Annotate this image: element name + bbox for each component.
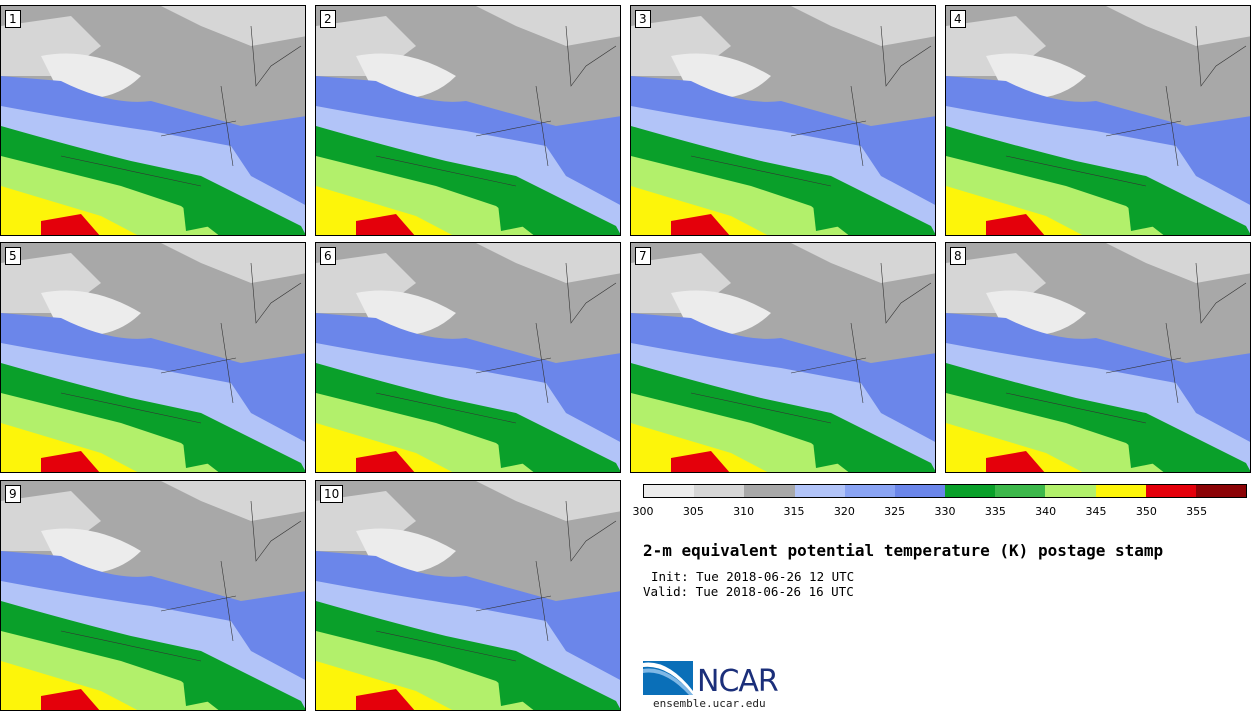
- colorbar-segment: [744, 485, 795, 497]
- colorbar-tick-label: 320: [833, 505, 855, 518]
- colorbar-tick-label: 310: [733, 505, 755, 518]
- panel-number-label: 10: [320, 485, 344, 503]
- colorbar-segment: [1045, 485, 1096, 497]
- colorbar-tick-label: 340: [1035, 505, 1057, 518]
- chart-title: 2-m equivalent potential temperature (K)…: [643, 541, 1164, 560]
- panel-number-label: 8: [950, 247, 966, 265]
- postage-stamp-panel: 9: [0, 480, 306, 711]
- postage-stamp-panel: 8: [945, 242, 1251, 473]
- colorbar: [643, 484, 1247, 498]
- panel-number-label: 9: [5, 485, 21, 503]
- colorbar-segment: [995, 485, 1046, 497]
- colorbar-tick-label: 345: [1085, 505, 1107, 518]
- ncar-logo-text: NCAR: [697, 664, 779, 699]
- colorbar-segment: [1195, 485, 1247, 497]
- postage-stamp-panel: 1: [0, 5, 306, 236]
- colorbar-tick-label: 315: [783, 505, 805, 518]
- colorbar-segment: [894, 485, 946, 497]
- colorbar-tick-label: 300: [632, 505, 654, 518]
- colorbar-segment: [844, 485, 895, 497]
- panel-number-label: 6: [320, 247, 336, 265]
- postage-stamp-panel: 2: [315, 5, 621, 236]
- colorbar-segment: [644, 485, 695, 497]
- colorbar-tick-label: 355: [1186, 505, 1208, 518]
- postage-stamp-panel: 6: [315, 242, 621, 473]
- colorbar-tick-label: 330: [934, 505, 956, 518]
- postage-stamp-panel: 5: [0, 242, 306, 473]
- colorbar-segment: [945, 485, 996, 497]
- postage-stamp-panel: 7: [630, 242, 936, 473]
- panel-number-label: 5: [5, 247, 21, 265]
- ncar-logo: [643, 661, 693, 695]
- panel-number-label: 1: [5, 10, 21, 28]
- postage-stamp-panel: 3: [630, 5, 936, 236]
- postage-stamp-panel: 4: [945, 5, 1251, 236]
- colorbar-tick-label: 305: [682, 505, 704, 518]
- colorbar-segment: [694, 485, 745, 497]
- colorbar-tick-label: 325: [884, 505, 906, 518]
- colorbar-segment: [1095, 485, 1146, 497]
- postage-stamp-panel: 10: [315, 480, 621, 711]
- colorbar-segment: [794, 485, 845, 497]
- panel-number-label: 3: [635, 10, 651, 28]
- colorbar-tick-label: 350: [1135, 505, 1157, 518]
- colorbar-tick-label: 335: [984, 505, 1006, 518]
- website-url: ensemble.ucar.edu: [653, 697, 766, 710]
- panel-number-label: 2: [320, 10, 336, 28]
- panel-number-label: 7: [635, 247, 651, 265]
- panel-number-label: 4: [950, 10, 966, 28]
- valid-time: Valid: Tue 2018-06-26 16 UTC: [643, 584, 854, 599]
- colorbar-segment: [1145, 485, 1196, 497]
- init-time: Init: Tue 2018-06-26 12 UTC: [651, 569, 855, 584]
